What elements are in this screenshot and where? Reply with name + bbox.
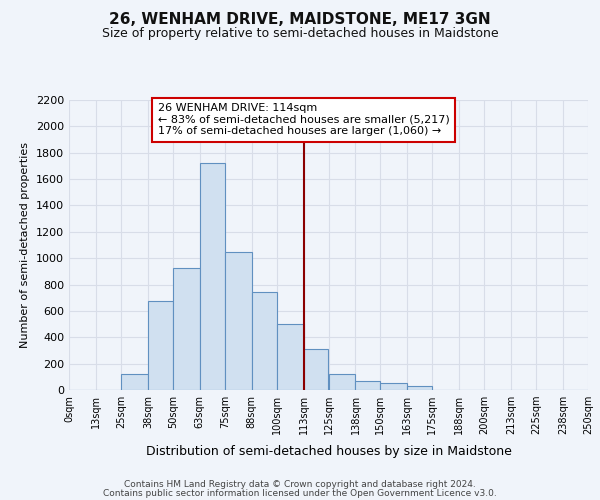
Bar xyxy=(329,374,355,390)
X-axis label: Distribution of semi-detached houses by size in Maidstone: Distribution of semi-detached houses by … xyxy=(146,446,511,458)
Text: Size of property relative to semi-detached houses in Maidstone: Size of property relative to semi-detach… xyxy=(101,28,499,40)
Bar xyxy=(173,268,200,390)
Bar xyxy=(304,349,329,390)
Bar xyxy=(200,162,225,390)
Bar xyxy=(251,292,277,390)
Bar xyxy=(407,386,432,390)
Bar xyxy=(380,384,407,390)
Text: 26 WENHAM DRIVE: 114sqm
← 83% of semi-detached houses are smaller (5,217)
17% of: 26 WENHAM DRIVE: 114sqm ← 83% of semi-de… xyxy=(158,104,449,136)
Bar xyxy=(225,252,251,390)
Text: Contains public sector information licensed under the Open Government Licence v3: Contains public sector information licen… xyxy=(103,489,497,498)
Bar xyxy=(148,301,173,390)
Text: 26, WENHAM DRIVE, MAIDSTONE, ME17 3GN: 26, WENHAM DRIVE, MAIDSTONE, ME17 3GN xyxy=(109,12,491,28)
Text: Contains HM Land Registry data © Crown copyright and database right 2024.: Contains HM Land Registry data © Crown c… xyxy=(124,480,476,489)
Bar xyxy=(121,374,148,390)
Bar xyxy=(277,324,304,390)
Bar xyxy=(355,381,380,390)
Y-axis label: Number of semi-detached properties: Number of semi-detached properties xyxy=(20,142,31,348)
